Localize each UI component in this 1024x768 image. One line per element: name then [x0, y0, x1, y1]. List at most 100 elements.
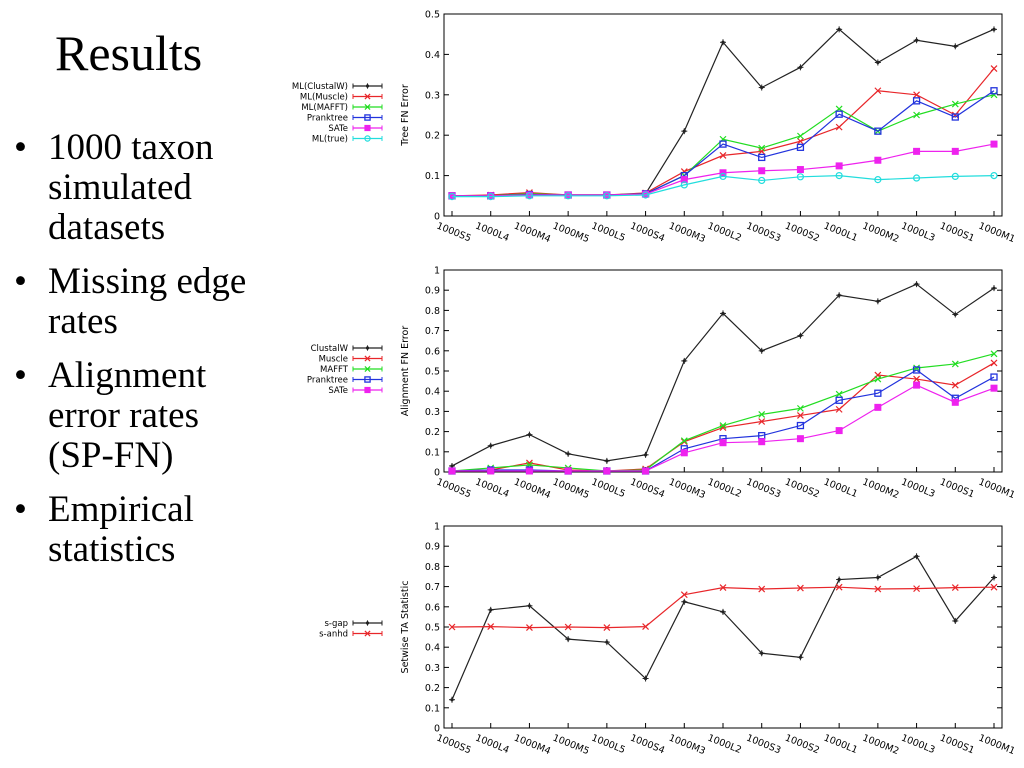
data-point: [680, 176, 688, 184]
data-point: [758, 411, 766, 418]
data-point: [525, 467, 533, 475]
data-point: [951, 111, 959, 119]
data-point: [874, 87, 882, 95]
legend-label: ClustalW: [311, 344, 349, 354]
data-point: [835, 396, 843, 404]
y-tick-label: 0.5: [425, 10, 440, 21]
data-point: [564, 467, 572, 475]
data-point: [641, 191, 650, 199]
x-tick-label: 1000L5: [590, 733, 627, 757]
data-point: [603, 457, 610, 464]
data-point: [797, 412, 804, 419]
data-point: [487, 606, 494, 613]
data-point: [951, 172, 959, 181]
data-point: [951, 147, 959, 155]
series-line: [452, 174, 995, 198]
series-s-anhd: [448, 583, 998, 632]
data-point: [874, 574, 881, 581]
data-point: [874, 59, 881, 66]
data-point: [990, 373, 998, 381]
data-point: [796, 143, 805, 151]
x-tick-label: 1000L1: [822, 477, 859, 501]
x-tick-label: 1000L1: [822, 221, 859, 245]
x-tick-label: 1000S4: [628, 221, 666, 245]
legend-label: MAFFT: [320, 365, 349, 375]
x-tick-label: 1000M5: [551, 477, 591, 502]
x-tick-label: 1000S5: [435, 733, 473, 757]
data-point: [487, 467, 495, 475]
y-tick-label: 0.3: [425, 407, 440, 418]
y-tick-label: 0.8: [425, 306, 440, 317]
data-point: [913, 281, 920, 288]
data-point: [449, 696, 455, 703]
data-point: [990, 65, 998, 72]
y-tick-label: 0.8: [425, 562, 440, 573]
series-line: [452, 94, 995, 197]
series-s-gap: [449, 553, 997, 703]
series-line: [452, 90, 995, 197]
data-point: [913, 111, 920, 119]
y-axis-label: Setwise TA Statistic: [400, 581, 411, 674]
data-point: [874, 127, 882, 135]
bullet-text: Missing edge rates: [48, 261, 247, 342]
bullet-item: • Empirical statistics: [14, 489, 194, 570]
data-point: [797, 332, 804, 339]
x-tick-label: 1000M3: [667, 477, 707, 502]
data-point: [603, 467, 611, 475]
legend-entry: SATe: [328, 124, 383, 134]
y-axis-label: Alignment FN Error: [400, 326, 411, 417]
legend-entry: ML(Muscle): [300, 93, 383, 103]
data-point: [874, 375, 882, 383]
data-point: [912, 97, 921, 105]
data-point: [990, 87, 998, 95]
data-point: [913, 147, 921, 155]
x-tick-label: 1000S3: [745, 733, 783, 757]
data-point: [874, 156, 882, 164]
y-tick-label: 0.7: [425, 326, 440, 337]
bullet-text: Empirical statistics: [48, 489, 194, 570]
series-line: [451, 369, 995, 472]
data-point: [991, 285, 997, 292]
data-point: [680, 591, 688, 599]
legend-label: ML(MAFFT): [301, 103, 348, 113]
x-tick-label: 1000L4: [474, 221, 511, 245]
data-point: [680, 437, 688, 445]
data-point: [835, 172, 843, 180]
x-tick-label: 1000S1: [938, 221, 976, 245]
data-point: [874, 298, 881, 305]
legend-entry: ML(ClustalW): [292, 82, 383, 92]
bullet-list: • 1000 taxon simulated datasets • Missing …: [14, 128, 264, 584]
x-tick-label: 1000S3: [745, 477, 783, 501]
data-point: [448, 193, 456, 201]
data-point: [603, 192, 611, 200]
data-point: [603, 639, 610, 646]
y-tick-label: 0.5: [425, 367, 440, 378]
x-tick-label: 1000L4: [474, 477, 511, 501]
data-point: [526, 624, 533, 632]
series-ml-mafft: [448, 91, 998, 200]
x-tick-label: 1000M4: [512, 733, 552, 758]
x-tick-label: 1000M1: [977, 477, 1017, 502]
series-line: [451, 586, 995, 629]
data-point: [758, 176, 766, 185]
legend-entry: ClustalW: [311, 344, 383, 354]
legend-label: ML(true): [312, 135, 348, 145]
slide-title: Results: [55, 25, 203, 81]
data-point: [952, 311, 959, 318]
data-point: [796, 421, 805, 430]
y-tick-label: 0.2: [425, 131, 440, 142]
y-tick-label: 1: [434, 522, 440, 533]
legend-label: s-anhd: [319, 630, 348, 640]
bullet-item: • Missing edge rates: [14, 261, 247, 342]
legend-label: Pranktree: [307, 376, 348, 386]
data-point: [526, 431, 533, 438]
data-point: [913, 37, 920, 44]
data-point: [526, 602, 533, 609]
data-point: [487, 193, 495, 201]
data-point: [951, 381, 959, 389]
y-tick-label: 0.7: [425, 582, 440, 593]
y-tick-label: 0.3: [425, 663, 440, 674]
series-mafft: [448, 350, 998, 475]
series-ml-true: [448, 172, 998, 201]
